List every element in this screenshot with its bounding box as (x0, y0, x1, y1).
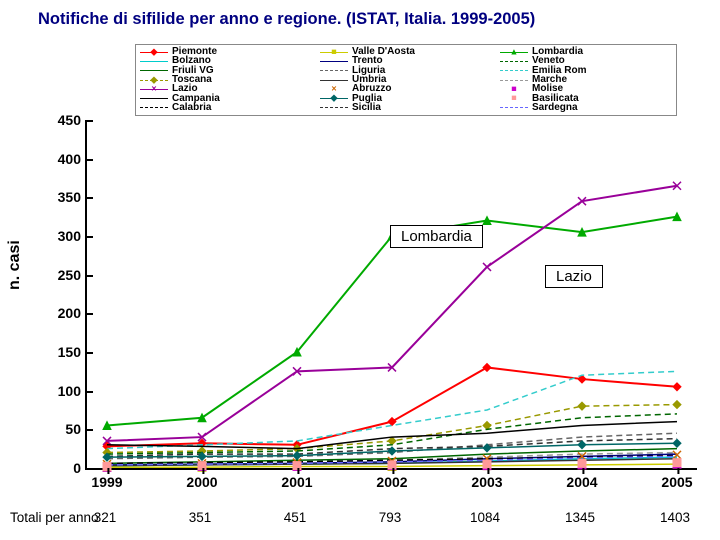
legend-item: ■Molise (500, 84, 672, 93)
series-lines (87, 120, 697, 468)
totals-value: 451 (284, 510, 307, 525)
y-tick: 0 (73, 460, 87, 476)
legend-item: Liguria (320, 66, 492, 75)
legend-item: ◆Puglia (320, 93, 492, 102)
legend-item: ■Valle D'Aosta (320, 47, 492, 56)
legend-item: ×Lazio (140, 84, 312, 93)
totals-value: 351 (189, 510, 212, 525)
totals-value: 1345 (565, 510, 595, 525)
legend-item: Emilia Rom (500, 66, 672, 75)
y-tick: 250 (58, 267, 87, 283)
y-tick: 400 (58, 151, 87, 167)
annotation-lombardia: Lombardia (390, 225, 483, 248)
legend-item: Campania (140, 93, 312, 102)
totals-row: Totali per anno 321 351 451 793 1084 1345 1403 (0, 510, 720, 536)
annotation-lazio: Lazio (545, 265, 603, 288)
totals-value: 1084 (470, 510, 500, 525)
x-tick: 2002 (376, 468, 407, 490)
legend: ◆PiemonteBolzanoFriuli VG◆Toscana×LazioC… (135, 44, 677, 116)
y-tick: 350 (58, 189, 87, 205)
y-tick: 200 (58, 305, 87, 321)
legend-item: Calabria (140, 103, 312, 112)
x-tick: 2001 (281, 468, 312, 490)
x-tick: 2000 (186, 468, 217, 490)
totals-value: 1403 (660, 510, 690, 525)
y-tick: 450 (58, 112, 87, 128)
legend-item: Sicilia (320, 103, 492, 112)
totals-value: 793 (379, 510, 402, 525)
x-tick: 2004 (566, 468, 597, 490)
y-tick: 300 (58, 228, 87, 244)
legend-item: Marche (500, 75, 672, 84)
legend-item: Sardegna (500, 103, 672, 112)
legend-item: Umbria (320, 75, 492, 84)
legend-item: ◆Piemonte (140, 47, 312, 56)
legend-item: ■Basilicata (500, 93, 672, 102)
y-tick: 150 (58, 344, 87, 360)
y-axis-label: n. casi (6, 240, 24, 290)
legend-item: ◆Toscana (140, 75, 312, 84)
y-tick: 50 (65, 421, 87, 437)
totals-value: 321 (94, 510, 117, 525)
legend-item: Bolzano (140, 56, 312, 65)
legend-item: ▲Lombardia (500, 47, 672, 56)
chart-title: Notifiche di sifilide per anno e regione… (0, 0, 720, 33)
plot-region: 0501001502002503003504004501999200020012… (85, 120, 697, 470)
chart-area: ◆PiemonteBolzanoFriuli VG◆Toscana×LazioC… (0, 40, 720, 500)
legend-item: Trento (320, 56, 492, 65)
legend-item: Friuli VG (140, 66, 312, 75)
x-tick: 2003 (471, 468, 502, 490)
legend-item: Veneto (500, 56, 672, 65)
y-tick: 100 (58, 383, 87, 399)
legend-item: ×Abruzzo (320, 84, 492, 93)
x-tick: 2005 (661, 468, 692, 490)
x-tick: 1999 (91, 468, 122, 490)
totals-label: Totali per anno (10, 510, 99, 525)
